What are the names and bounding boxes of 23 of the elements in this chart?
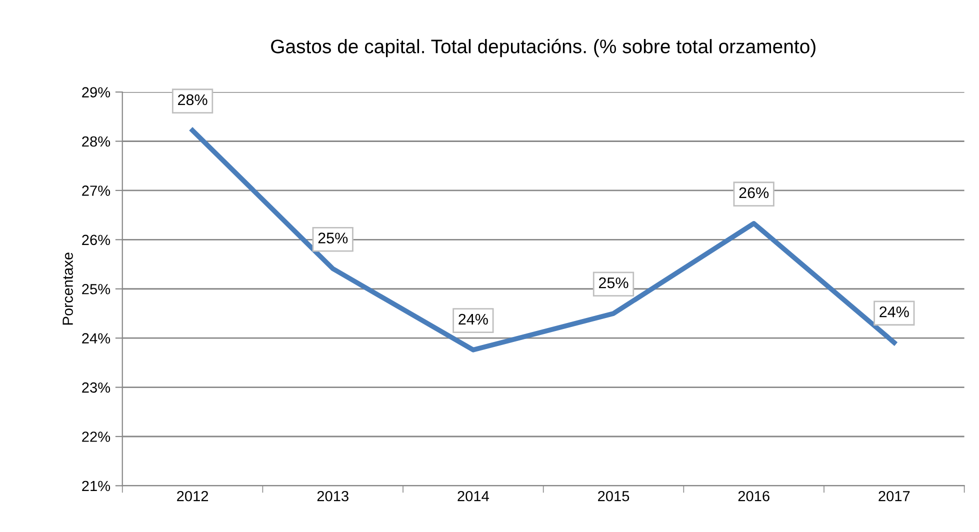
y-tick-label: 25% xyxy=(82,284,110,294)
chart-title: Gastos de capital. Total deputacións. (% sobre total orzamento) xyxy=(271,38,816,58)
y-tick-label: 27% xyxy=(82,186,110,196)
x-tick-label: 2014 xyxy=(458,490,489,502)
data-label: 25% xyxy=(598,277,628,288)
y-tick-label: 29% xyxy=(82,87,110,98)
data-label: 26% xyxy=(739,187,769,198)
data-label: 24% xyxy=(880,306,909,318)
y-tick-label: 24% xyxy=(82,333,110,344)
x-tick-label: 2012 xyxy=(177,490,208,502)
y-tick-label: 26% xyxy=(82,234,110,246)
y-tick-label: 22% xyxy=(82,432,110,442)
y-tick-label: 21% xyxy=(82,480,110,492)
y-tick-label: 28% xyxy=(82,136,110,147)
data-label: 24% xyxy=(458,314,488,325)
x-tick-label: 2013 xyxy=(317,490,348,502)
y-axis-title: Porcentaxe xyxy=(62,252,73,325)
y-tick-label: 23% xyxy=(82,382,110,393)
x-tick-label: 2015 xyxy=(598,490,630,502)
data-label: 28% xyxy=(178,94,208,106)
data-label: 25% xyxy=(318,232,348,244)
x-tick-label: 2016 xyxy=(738,490,770,502)
x-tick-label: 2017 xyxy=(878,490,910,502)
